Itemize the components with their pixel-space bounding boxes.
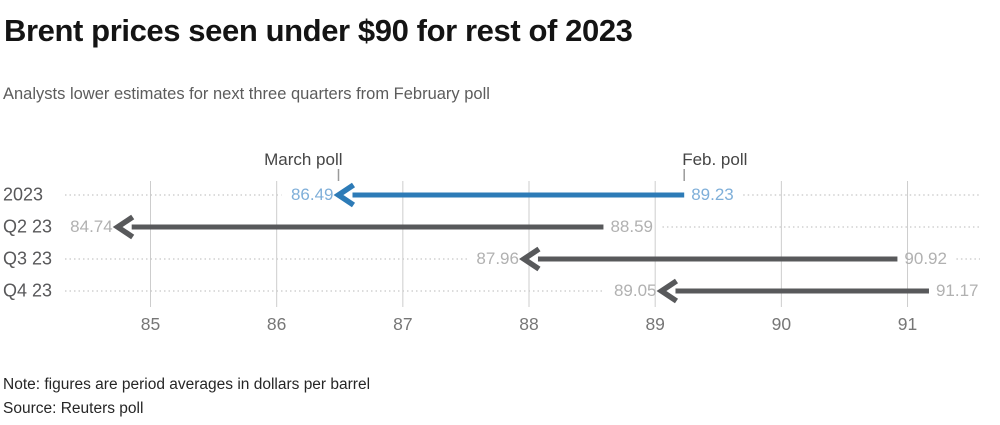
march-poll-value: 87.96: [476, 249, 519, 268]
annotation-label: March poll: [264, 150, 343, 169]
feb-poll-value: 88.59: [610, 217, 653, 236]
x-axis-tick-label: 90: [771, 314, 792, 334]
x-axis-tick-label: 85: [140, 314, 161, 334]
row-label: Q4 23: [3, 280, 53, 301]
feb-poll-value: 90.92: [904, 249, 947, 268]
row-label: 2023: [3, 184, 44, 205]
arrowhead-icon: [333, 182, 356, 208]
x-axis-tick-label: 89: [645, 314, 665, 334]
x-axis-tick-label: 86: [266, 314, 287, 334]
arrowhead-icon: [519, 246, 541, 272]
chart-title: Brent prices seen under $90 for rest of …: [4, 13, 633, 48]
chart-subtitle: Analysts lower estimates for next three …: [3, 85, 490, 103]
feb-poll-value: 89.23: [691, 185, 734, 204]
feb-poll-value: 91.17: [935, 281, 979, 300]
march-poll-value: 86.49: [290, 185, 334, 204]
x-axis-tick-label: 87: [393, 314, 413, 334]
arrowhead-icon: [112, 214, 135, 240]
row-label: Q2 23: [3, 216, 53, 237]
march-poll-value: 84.74: [70, 217, 113, 236]
arrowhead-icon: [656, 278, 679, 304]
chart-note: Note: figures are period averages in dol…: [3, 376, 371, 393]
march-poll-value: 89.05: [613, 281, 657, 300]
x-axis-tick-label: 91: [897, 314, 918, 334]
row-label: Q3 23: [3, 248, 53, 269]
chart-source: Source: Reuters poll: [3, 400, 144, 417]
annotation-label: Feb. poll: [682, 150, 748, 169]
x-axis-tick-label: 88: [519, 314, 539, 334]
